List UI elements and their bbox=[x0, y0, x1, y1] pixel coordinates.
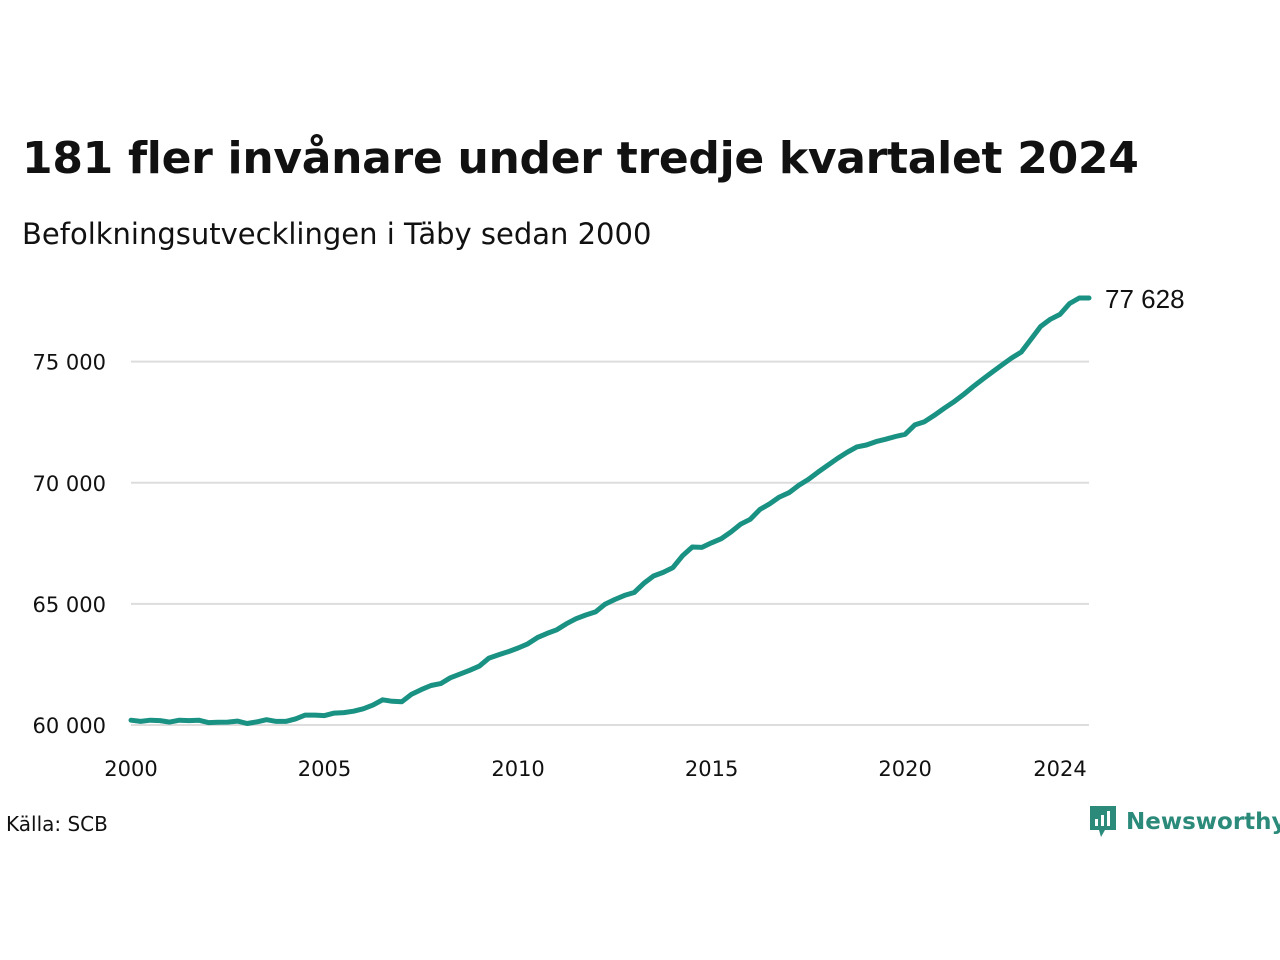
end-value-label-group: 77 628 bbox=[1105, 284, 1185, 314]
brand-logo: Newsworthy bbox=[1088, 804, 1280, 840]
series-line bbox=[128, 295, 1092, 726]
newsworthy-logo-icon bbox=[1090, 806, 1116, 837]
gridlines bbox=[131, 360, 1089, 726]
source-note: Källa: SCB bbox=[6, 812, 108, 836]
x-tick-label: 2020 bbox=[878, 757, 931, 781]
x-tick-label: 2024 bbox=[1033, 757, 1086, 781]
chart-title: 181 fler invånare under tredje kvartalet… bbox=[22, 133, 1139, 184]
y-tick-label: 70 000 bbox=[33, 472, 106, 496]
end-value-label: 77 628 bbox=[1105, 284, 1185, 314]
y-tick-label: 60 000 bbox=[33, 714, 106, 738]
y-axis-ticks: 60 000 65 000 70 000 75 000 bbox=[33, 351, 106, 738]
series-lines bbox=[128, 295, 1092, 726]
y-tick-label: 75 000 bbox=[33, 351, 106, 375]
x-axis-ticks: 2000 2005 2010 2015 2020 2024 bbox=[104, 757, 1086, 781]
y-tick-label: 65 000 bbox=[33, 593, 106, 617]
x-tick-label: 2010 bbox=[491, 757, 544, 781]
brand-name: Newsworthy bbox=[1126, 809, 1280, 835]
x-tick-label: 2000 bbox=[104, 757, 157, 781]
x-tick-label: 2015 bbox=[685, 757, 738, 781]
chart-subtitle: Befolkningsutvecklingen i Täby sedan 200… bbox=[22, 217, 652, 251]
x-tick-label: 2005 bbox=[298, 757, 351, 781]
